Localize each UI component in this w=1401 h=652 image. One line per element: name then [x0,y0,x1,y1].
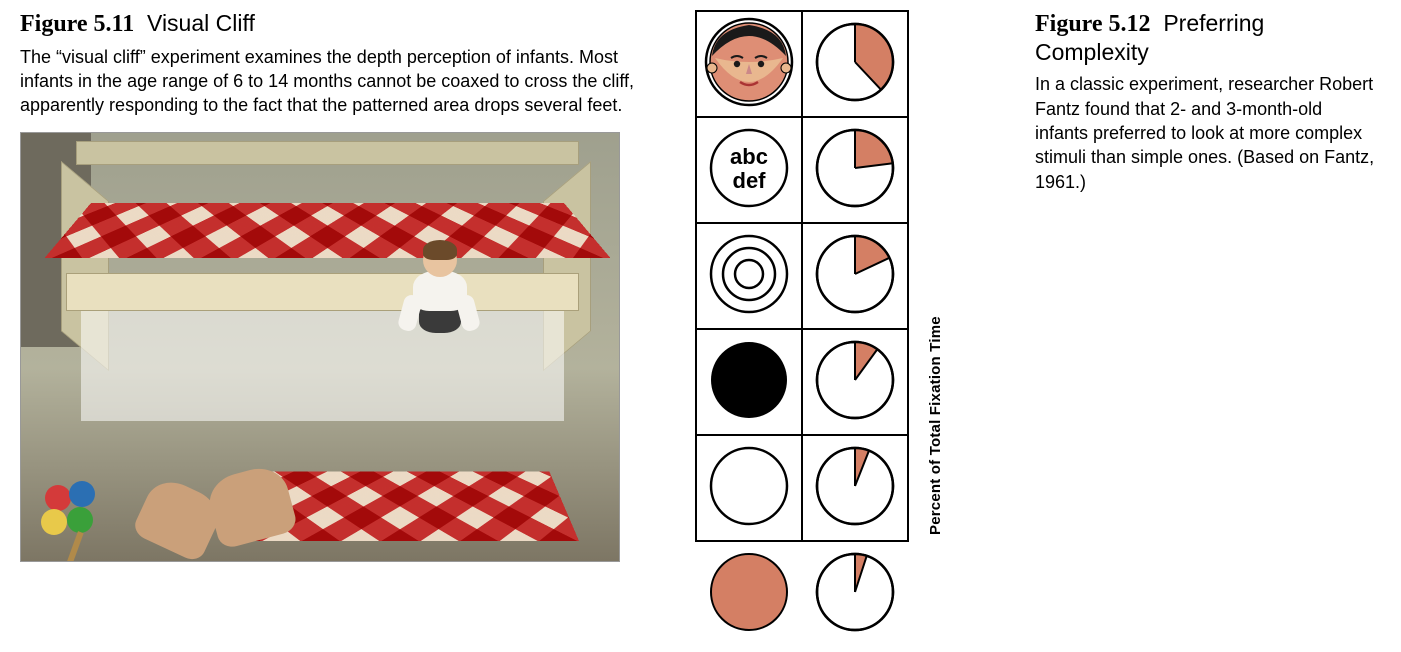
figure-5-12: Figure 5.12 Preferring Complexity In a c… [1035,10,1375,208]
stimulus-face [696,11,802,117]
figure-number: Figure 5.12 [1035,11,1151,37]
fixation-pie-salmon [802,541,908,647]
fixation-pie-black [802,329,908,435]
fixation-pie-white [802,435,908,541]
y-axis-label: Percent of Total Fixation Time [927,316,944,535]
figure-5-11-title: Figure 5.11 Visual Cliff [20,10,660,39]
infant [399,243,479,333]
fixation-pie-bullseye [802,223,908,329]
stimulus-table: abcdef [695,10,909,647]
figure-number: Figure 5.11 [20,11,134,37]
stimulus-black [696,329,802,435]
figure-5-12-caption: In a classic experiment, researcher Robe… [1035,72,1375,193]
fixation-pie-face [802,11,908,117]
svg-text:def: def [733,168,767,193]
figure-title-text: Visual Cliff [147,10,255,36]
figure-5-12-title: Figure 5.12 Preferring Complexity [1035,10,1375,66]
fixation-pie-text [802,117,908,223]
svg-text:abc: abc [730,144,768,169]
stimulus-bullseye [696,223,802,329]
stimulus-salmon [696,541,802,647]
rattle-toy [41,481,101,541]
stimulus-text: abcdef [696,117,802,223]
figure-5-11-caption: The “visual cliff” experiment examines t… [20,45,660,118]
stimulus-white [696,435,802,541]
visual-cliff-photo [20,132,620,562]
figure-5-11: Figure 5.11 Visual Cliff The “visual cli… [20,10,660,562]
